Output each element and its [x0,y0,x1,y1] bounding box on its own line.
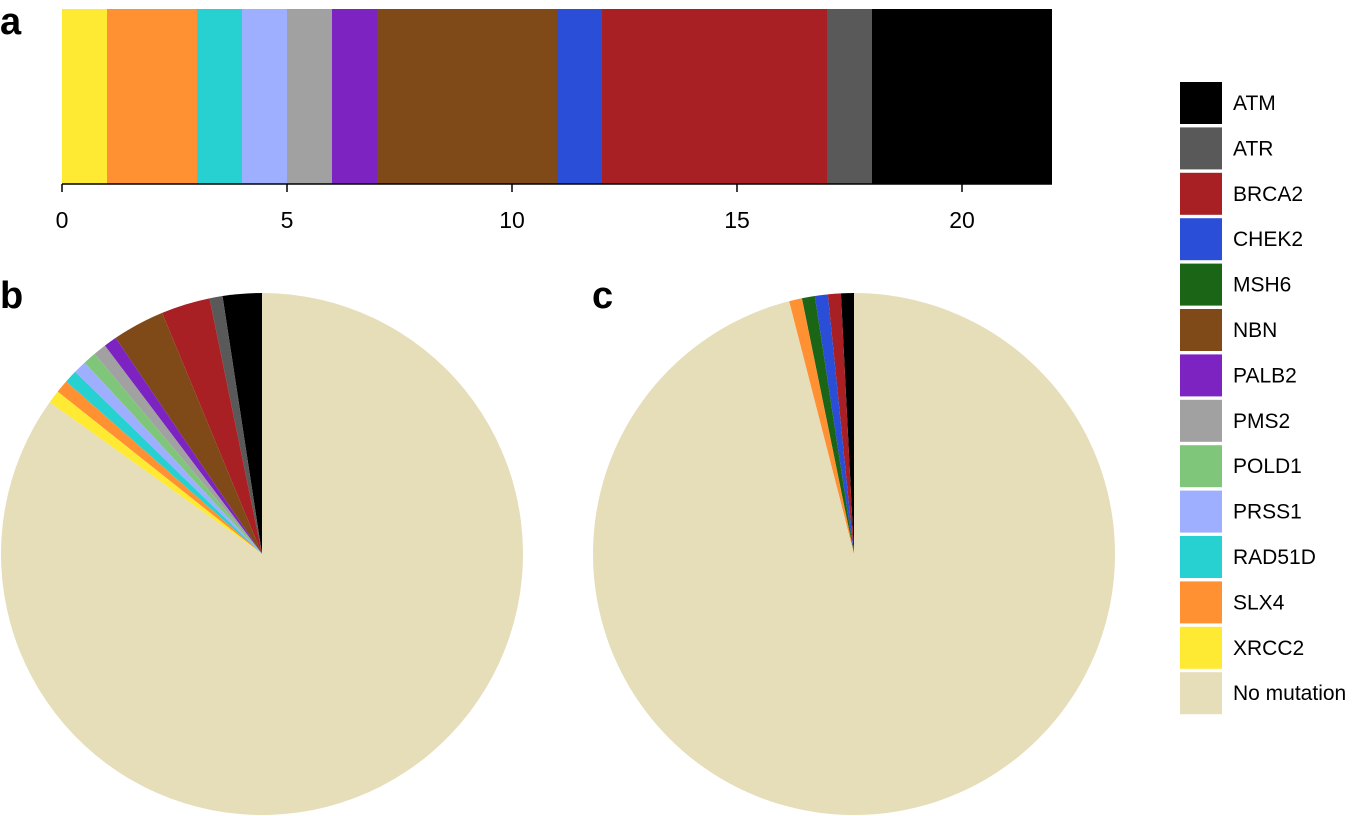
legend-swatch-brca2 [1180,172,1222,215]
legend-swatch-nbn [1180,309,1222,351]
bar-segment-pms2 [287,9,332,184]
legend-label-palb2: PALB2 [1233,364,1297,387]
pie-slice-slx4 [57,381,262,554]
legend-swatch-msh6 [1180,263,1222,306]
bar-segment-xrcc2 [62,9,107,184]
pie-slice-slx4 [789,298,854,554]
legend-swatch-chek2 [1180,218,1222,261]
legend-swatch-pold1 [1180,445,1222,488]
legend-swatch-atm [1180,82,1222,124]
bar-segment-slx4 [107,9,197,184]
bar-segment-brca2 [602,9,827,184]
legend-swatch-slx4 [1180,581,1222,624]
legend-label-atm: ATM [1233,92,1276,115]
legend-swatch-atr [1180,127,1222,170]
legend-swatch-pms2 [1180,399,1222,442]
legend-label-chek2: CHEK2 [1233,228,1303,251]
legend-swatch-no-mutation [1180,672,1222,715]
pie-slice-prss1 [75,362,262,554]
x-tick-label: 10 [499,207,525,233]
pie-slice-rad51d [66,371,262,554]
legend-swatch-palb2 [1180,354,1222,397]
x-tick-label: 20 [949,207,975,233]
bar-segments [62,9,1052,184]
bar-segment-atm [872,9,1052,184]
legend-label-pms2: PMS2 [1233,410,1290,433]
legend-label-xrcc2: XRCC2 [1233,637,1304,660]
bar-segment-prss1 [242,9,287,184]
legend-label-no-mutation: No mutation [1233,682,1346,705]
panel-label-b: b [0,275,23,317]
pie-slice-palb2 [104,337,262,554]
bar-segment-rad51d [197,9,242,184]
legend-label-msh6: MSH6 [1233,274,1291,297]
pie-slice-pms2 [94,345,263,554]
legend-label-pold1: POLD1 [1233,455,1302,478]
legend-label-atr: ATR [1233,137,1273,160]
pie-slice-brca2 [162,298,262,554]
panel-label-c: c [592,275,613,317]
pie-chart-b [1,293,524,816]
pie-slice-chek2 [814,294,854,554]
pie-slice-atr [209,296,262,554]
legend-swatch-xrcc2 [1180,626,1222,669]
bar-segment-nbn [377,9,557,184]
bar-segment-atr [827,9,872,184]
pie-slice-atm [222,293,262,554]
legend-swatch-prss1 [1180,490,1222,533]
legend: ATM ATR BRCA2 CHEK2 MSH6 NBN PALB2 PMS2 POLD1 PRS… [1180,82,1346,715]
legend-label-prss1: PRSS1 [1233,501,1302,524]
pie-slice-atm [840,293,854,554]
pie-slice-pold1 [84,353,262,554]
x-tick-label: 15 [724,207,750,233]
pie-slice-brca2 [827,293,854,554]
pie-slice-xrcc2 [49,391,263,554]
pie-slice-msh6 [801,295,854,554]
legend-label-rad51d: RAD51D [1233,546,1316,569]
panel-label-a: a [0,1,22,43]
bar-segment-palb2 [332,9,377,184]
legend-label-nbn: NBN [1233,319,1277,342]
stacked-bar-chart: 0 5 10 15 20 [56,9,1052,233]
pie-slice-no-mutation [592,293,1115,815]
pie-chart-c [592,293,1115,815]
pie-slice-no-mutation [1,293,524,816]
legend-label-slx4: SLX4 [1233,591,1285,614]
bar-segment-chek2 [557,9,602,184]
legend-label-brca2: BRCA2 [1233,183,1303,206]
legend-swatch-rad51d [1180,536,1222,578]
pie-slice-nbn [115,312,262,554]
x-axis-ticks: 0 5 10 15 20 [56,184,975,233]
x-tick-label: 0 [56,207,69,233]
x-tick-label: 5 [281,207,294,233]
